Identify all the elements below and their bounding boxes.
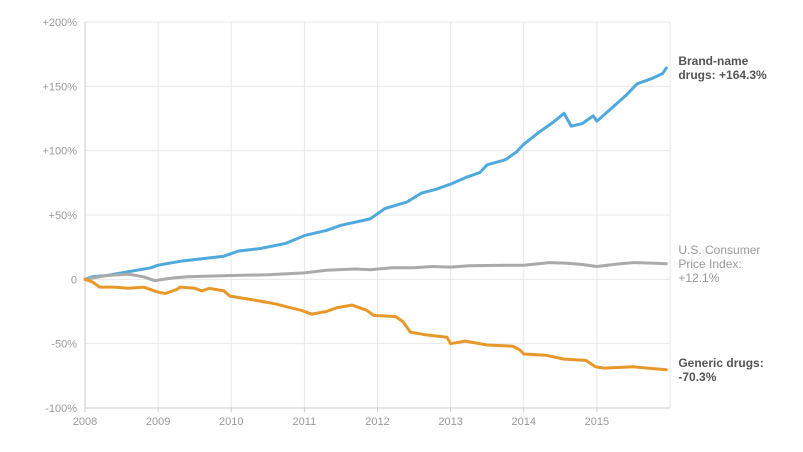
axes: +200% +150% +100% +50% 0 -50% -100%2008 2009 201… bbox=[42, 17, 670, 428]
y-tick-label: 0 bbox=[71, 274, 77, 286]
series-label-line: drugs: +164.3% bbox=[678, 68, 767, 82]
series-label-line: Brand-name bbox=[678, 54, 748, 68]
x-tick-label: 2009 bbox=[146, 416, 170, 428]
series-line-generic bbox=[83, 277, 668, 372]
y-tick-label: -50% bbox=[51, 339, 77, 351]
series-line-cpi bbox=[83, 261, 668, 283]
x-tick-label: 2012 bbox=[365, 416, 389, 428]
x-tick-label: 2008 bbox=[73, 416, 97, 428]
series-label-cpi: U.S. Consumer Price Index: +12.1% bbox=[678, 243, 760, 285]
series-label-line: Price Index: bbox=[678, 257, 741, 271]
y-tick-label: +50% bbox=[49, 210, 78, 222]
series-line-brand bbox=[83, 66, 668, 281]
y-tick-label: +150% bbox=[42, 81, 77, 93]
x-tick-label: 2014 bbox=[512, 416, 536, 428]
y-tick-label: +200% bbox=[42, 17, 77, 29]
series-labels: Brand-name drugs: +164.3% U.S. Consumer Pri… bbox=[678, 54, 767, 384]
series-label-line: Generic drugs: bbox=[678, 356, 763, 370]
series-lines bbox=[83, 66, 668, 372]
y-tick-label: +100% bbox=[42, 146, 77, 158]
x-tick-label: 2011 bbox=[293, 416, 317, 428]
y-tick-label: -100% bbox=[45, 403, 77, 415]
series-label-line: U.S. Consumer bbox=[678, 243, 760, 257]
series-label-line: +12.1% bbox=[678, 271, 719, 285]
x-tick-label: 2015 bbox=[585, 416, 609, 428]
series-label-brand: Brand-name drugs: +164.3% bbox=[678, 54, 767, 82]
series-label-line: -70.3% bbox=[678, 370, 716, 384]
x-tick-label: 2010 bbox=[219, 416, 243, 428]
series-label-generic: Generic drugs: -70.3% bbox=[678, 356, 763, 384]
x-tick-label: 2013 bbox=[438, 416, 462, 428]
